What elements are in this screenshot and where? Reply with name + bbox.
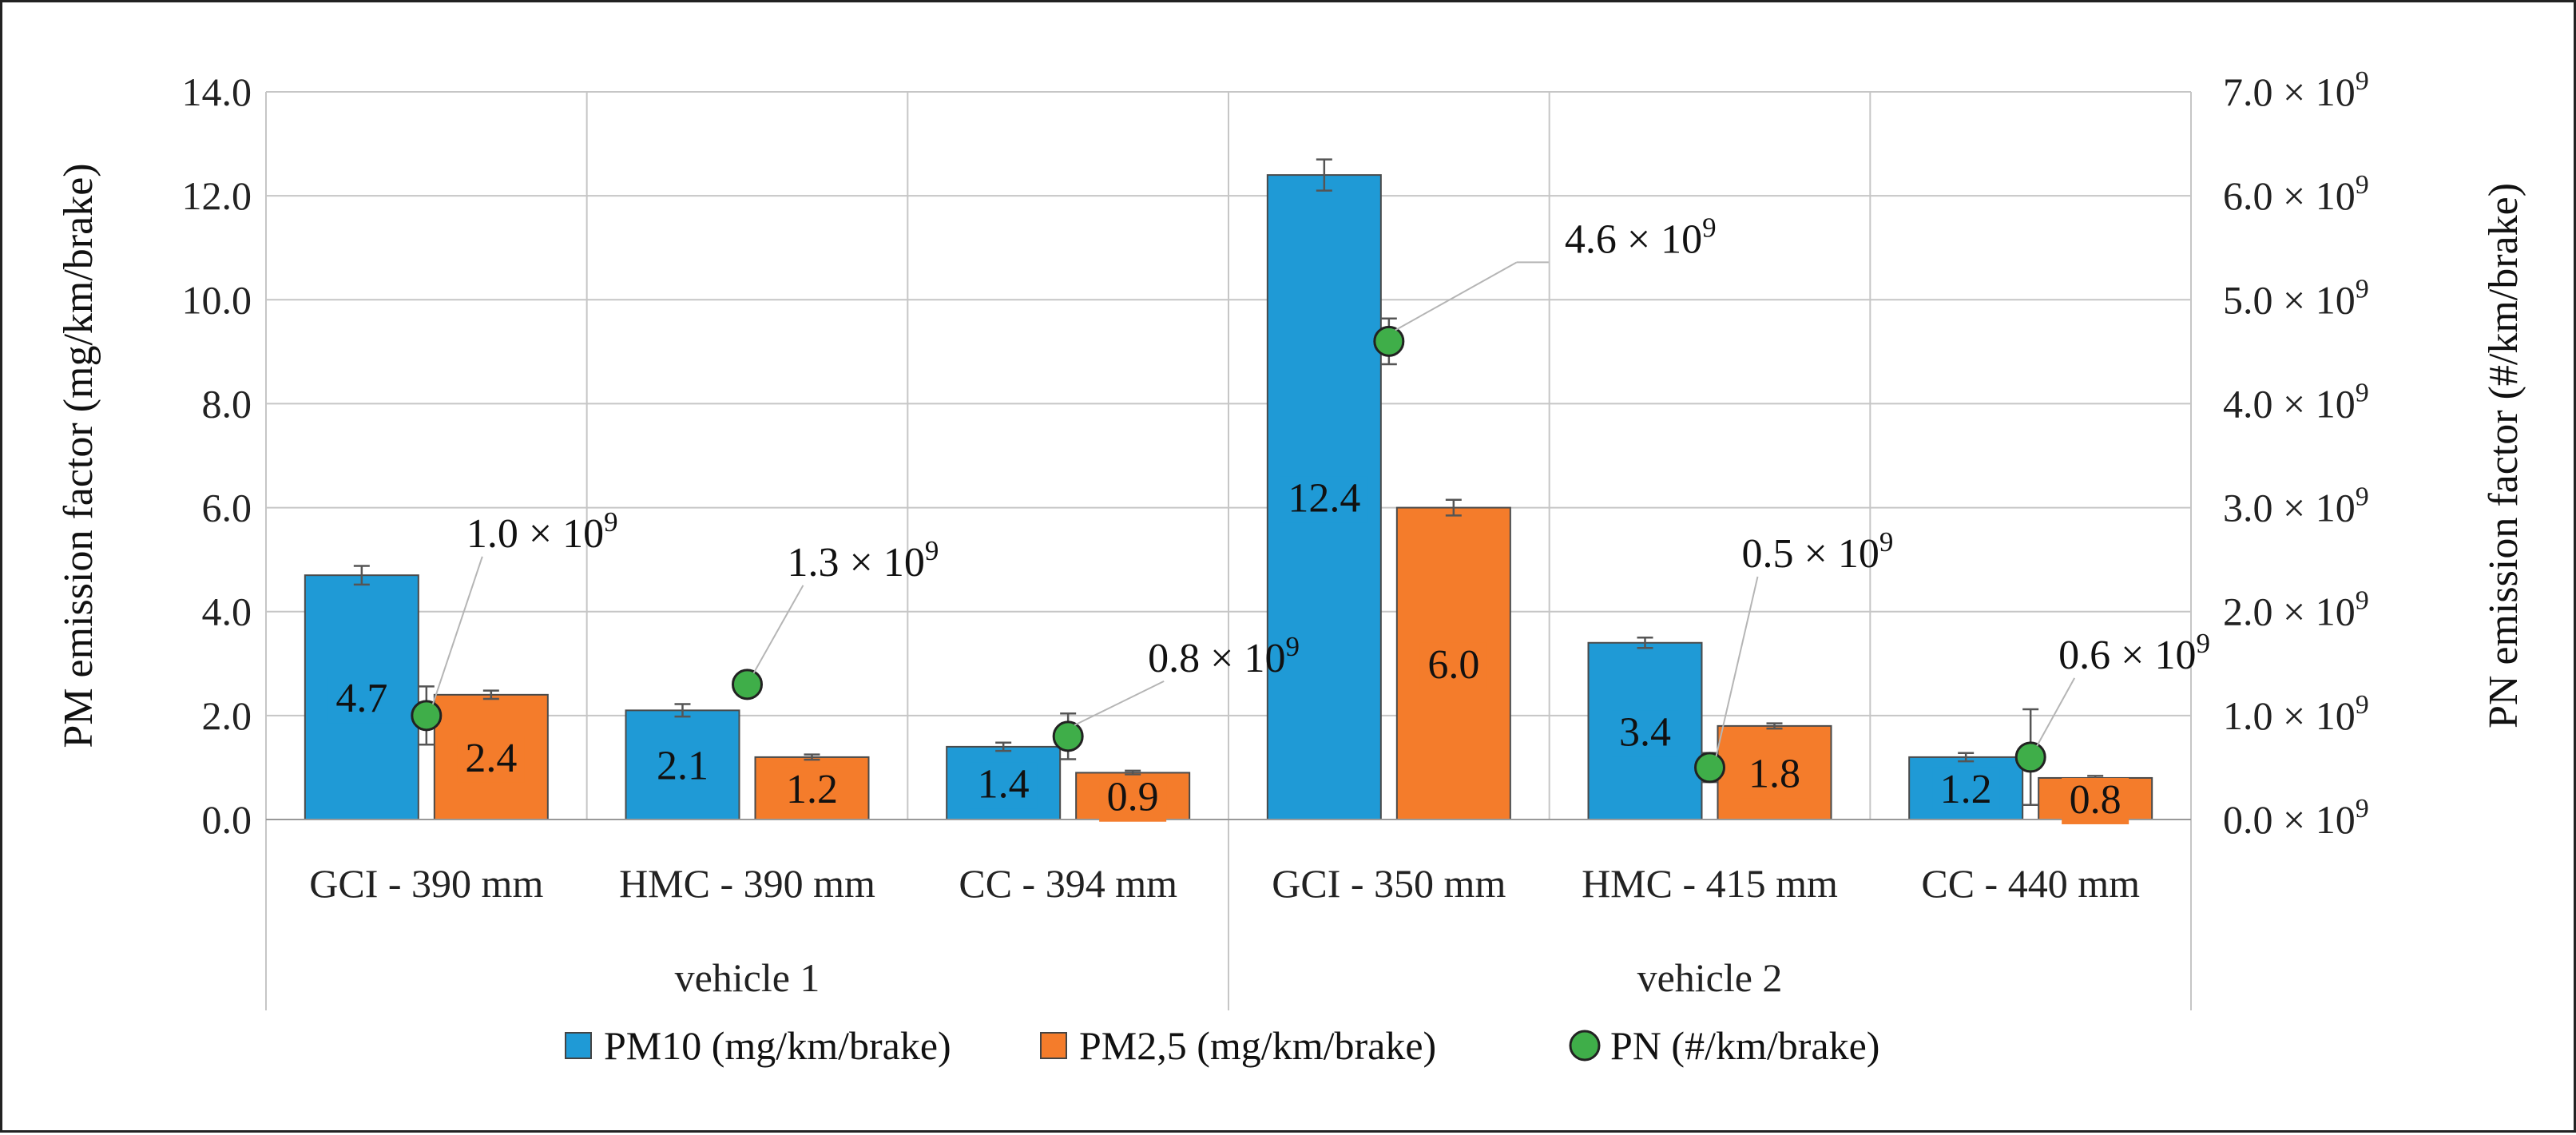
y2-tick-exponent: 9 xyxy=(2356,378,2369,407)
y2-axis-title: PN emission factor (#/km/brake) xyxy=(2481,183,2526,728)
pn-point-6 xyxy=(2014,741,2046,773)
pm10-value-label-4: 12.4 xyxy=(1288,476,1360,522)
y-tick-6.0: 6.0 xyxy=(202,486,252,530)
pm25-value-label-1: 2.4 xyxy=(465,736,517,781)
pn-point-4 xyxy=(1373,325,1405,357)
y-tick-2.0: 2.0 xyxy=(202,693,252,738)
pm25-label-bg-1 xyxy=(457,736,525,783)
category-label-2: HMC - 390 mm xyxy=(619,861,875,906)
y2-tick-6.0: 6.0 × 109 xyxy=(2223,170,2369,218)
pn-value-label-6: 0.6 × 109 xyxy=(2058,628,2210,678)
legend-layer: PM10 (mg/km/brake) PM2,5 (mg/km/brake) PN … xyxy=(565,1023,1879,1068)
axes-layer: 0.0 2.0 4.0 6.0 8.0 10.0 12.0 14.0 0.0 × 109 1.0 … xyxy=(56,66,2526,1000)
pn-leader-3 xyxy=(1074,680,1165,726)
pn-point-3 xyxy=(1052,720,1084,752)
y-tick-10.0: 10.0 xyxy=(182,277,252,322)
pn-leader-5 xyxy=(1715,576,1759,757)
pm10-label-bg-5 xyxy=(1611,710,1679,757)
legend-label-2: PM2,5 (mg/km/brake) xyxy=(1079,1023,1436,1068)
y2-tick-exponent: 9 xyxy=(2356,690,2369,720)
pm25-value-label-2: 1.2 xyxy=(786,767,838,812)
pm10-label-bg-3 xyxy=(970,762,1038,809)
pn-value-label-5: 0.5 × 109 xyxy=(1742,526,1894,577)
y2-tick-exponent: 9 xyxy=(2356,482,2369,512)
y2-tick-5.0: 5.0 × 109 xyxy=(2223,274,2369,322)
pn-value-label-1: 1.0 × 109 xyxy=(466,506,618,557)
grid-layer xyxy=(265,91,2192,1010)
pm10-value-label-1: 4.7 xyxy=(335,676,387,721)
category-label-6: CC - 440 mm xyxy=(1921,861,2140,906)
pm25-label-bg-3 xyxy=(1099,775,1167,822)
category-label-1: GCI - 390 mm xyxy=(309,861,543,906)
pn-leader-6 xyxy=(2036,677,2076,747)
y-tick-4.0: 4.0 xyxy=(202,589,252,634)
pn-leader-4 xyxy=(1395,261,1518,331)
pm25-label-bg-6 xyxy=(2062,777,2129,824)
pn-point-1 xyxy=(411,700,443,732)
legend-label-3: PN (#/km/brake) xyxy=(1610,1023,1879,1068)
pm10-value-label-3: 1.4 xyxy=(978,761,1030,807)
y2-tick-exponent: 9 xyxy=(2356,274,2369,304)
pm25-value-label-5: 1.8 xyxy=(1748,751,1800,796)
pn-value-exponent: 9 xyxy=(604,506,618,538)
y2-tick-0.0: 0.0 × 109 xyxy=(2223,794,2369,842)
labels-layer: 4.7 2.4 2.1 1.2 1.4 0.9 12.4 6.0 3.4 1.8 1.2 0.8 1.0… xyxy=(327,212,2210,824)
pm25-label-bg-5 xyxy=(1740,752,1808,799)
pn-point-2 xyxy=(732,669,763,700)
legend-swatch-1 xyxy=(565,1032,592,1059)
pm25-value-label-3: 0.9 xyxy=(1107,775,1159,820)
pm10-value-label-5: 3.4 xyxy=(1619,709,1671,755)
pn-value-exponent: 9 xyxy=(1879,526,1894,558)
legend-label-1: PM10 (mg/km/brake) xyxy=(604,1023,951,1068)
y-tick-14.0: 14.0 xyxy=(182,69,252,114)
pm25-label-bg-4 xyxy=(1419,642,1487,689)
y-tick-12.0: 12.0 xyxy=(182,173,252,218)
category-label-5: HMC - 415 mm xyxy=(1582,861,1838,906)
pn-value-exponent: 9 xyxy=(1702,212,1717,243)
y2-tick-exponent: 9 xyxy=(2356,66,2369,96)
pm10-label-bg-6 xyxy=(1932,767,2000,814)
pn-value-exponent: 9 xyxy=(1285,631,1300,662)
pm10-label-bg-2 xyxy=(649,744,716,791)
y2-tick-7.0: 7.0 × 109 xyxy=(2223,66,2369,114)
y-tick-0.0: 0.0 xyxy=(202,797,252,842)
pm10-label-bg-4 xyxy=(1280,476,1368,523)
pm10-value-label-2: 2.1 xyxy=(657,744,708,789)
legend-swatch-3 xyxy=(1569,1030,1601,1062)
pn-value-label-4: 4.6 × 109 xyxy=(1565,212,1717,262)
pn-leader-2 xyxy=(752,585,804,674)
y-tick-8.0: 8.0 xyxy=(202,381,252,426)
pm25-value-label-6: 0.8 xyxy=(2070,777,2122,823)
pn-leader-1 xyxy=(431,556,483,705)
pn-value-exponent: 9 xyxy=(925,535,939,566)
pn-value-label-3: 0.8 × 109 xyxy=(1148,631,1300,681)
y2-tick-exponent: 9 xyxy=(2356,170,2369,200)
y2-tick-4.0: 4.0 × 109 xyxy=(2223,378,2369,426)
y-axis-title: PM emission factor (mg/km/brake) xyxy=(56,163,101,748)
y2-tick-2.0: 2.0 × 109 xyxy=(2223,586,2369,634)
pn-value-label-2: 1.3 × 109 xyxy=(788,535,939,585)
group-label-1: vehicle 1 xyxy=(675,955,820,1000)
y2-tick-1.0: 1.0 × 109 xyxy=(2223,690,2369,738)
pm25-value-label-4: 6.0 xyxy=(1427,642,1479,688)
pn-value-exponent: 9 xyxy=(2196,628,2210,659)
pn-point-5 xyxy=(1694,752,1725,784)
group-label-2: vehicle 2 xyxy=(1637,955,1783,1000)
y2-tick-exponent: 9 xyxy=(2356,794,2369,823)
pm10-value-label-6: 1.2 xyxy=(1940,767,1992,812)
pm10-label-bg-1 xyxy=(327,677,395,724)
legend-swatch-2 xyxy=(1040,1032,1067,1059)
pm25-label-bg-2 xyxy=(778,767,846,814)
category-label-3: CC - 394 mm xyxy=(959,861,1177,906)
y2-tick-3.0: 3.0 × 109 xyxy=(2223,482,2369,530)
y2-tick-exponent: 9 xyxy=(2356,586,2369,616)
category-label-4: GCI - 350 mm xyxy=(1272,861,1506,906)
